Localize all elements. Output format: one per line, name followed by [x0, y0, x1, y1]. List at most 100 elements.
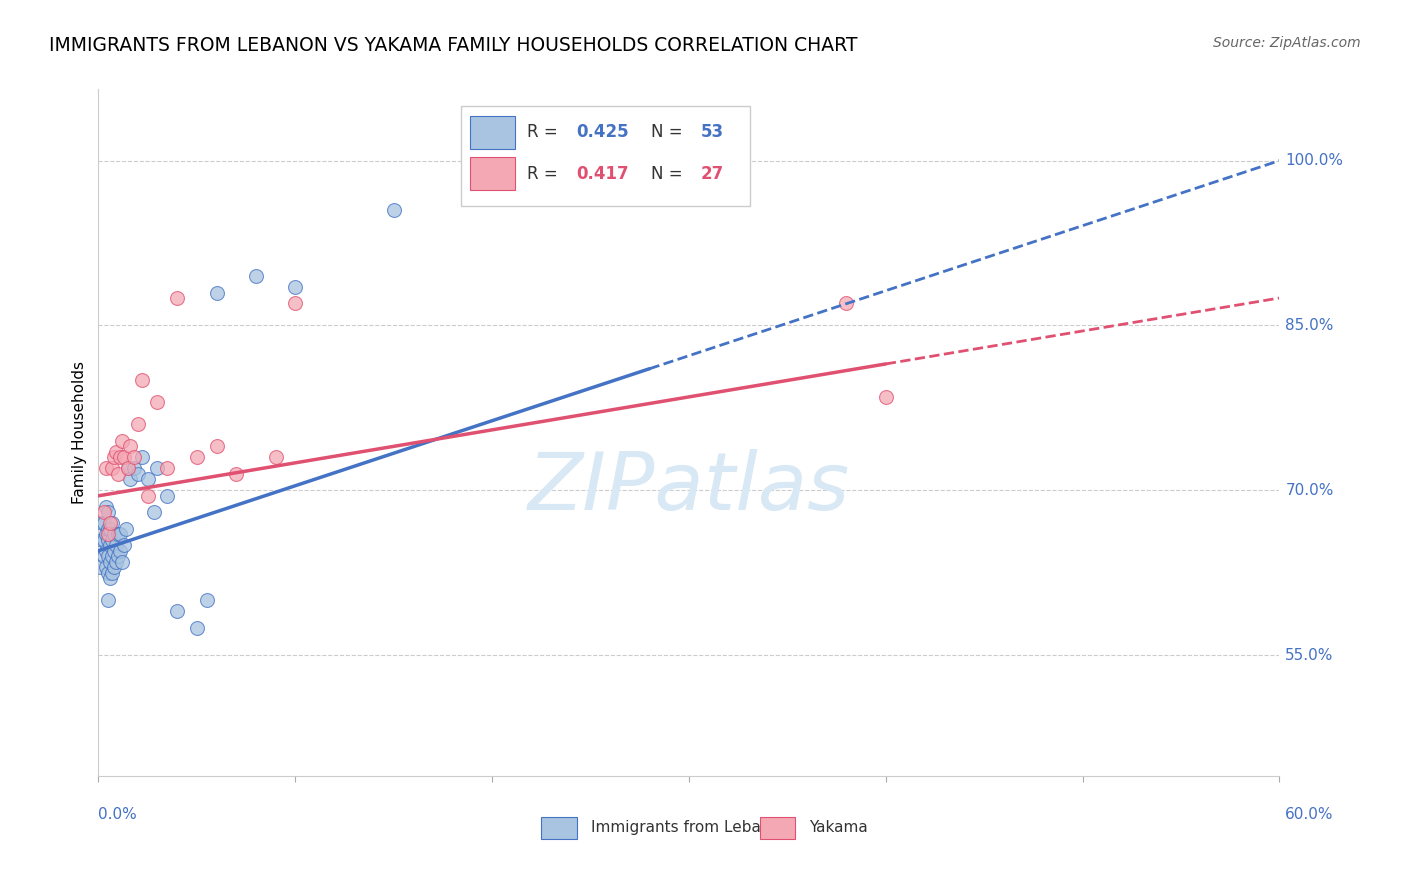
Point [122, 450, 145, 465]
Point [103, 543, 125, 558]
Point [101, 516, 124, 531]
Point [96, 560, 118, 574]
Text: R =: R = [527, 165, 564, 183]
Point [93, 533, 115, 547]
Y-axis label: Family Households: Family Households [72, 361, 87, 504]
Point [97, 533, 120, 547]
Point [103, 527, 125, 541]
Point [107, 467, 129, 481]
Point [105, 555, 128, 569]
Point [156, 489, 179, 503]
Point [97, 522, 120, 536]
Text: IMMIGRANTS FROM LEBANON VS YAKAMA FAMILY HOUSEHOLDS CORRELATION CHART: IMMIGRANTS FROM LEBANON VS YAKAMA FAMILY… [49, 36, 858, 54]
Point [97, 505, 120, 519]
Point [98, 555, 121, 569]
Point [284, 280, 307, 294]
Point [107, 527, 129, 541]
Point [105, 445, 128, 459]
Point [127, 417, 149, 432]
Point [264, 450, 287, 465]
Point [117, 461, 139, 475]
Point [156, 461, 179, 475]
Text: 55.0%: 55.0% [1285, 648, 1334, 663]
Text: Immigrants from Lebanon: Immigrants from Lebanon [591, 820, 789, 835]
Point [136, 489, 159, 503]
Text: 85.0%: 85.0% [1285, 318, 1334, 333]
Point [103, 560, 125, 574]
Text: 60.0%: 60.0% [1285, 807, 1334, 822]
Point [115, 522, 138, 536]
Point [96, 543, 118, 558]
Point [98, 516, 121, 531]
Point [111, 555, 134, 569]
Point [112, 538, 135, 552]
Point [245, 268, 267, 283]
Point [97, 566, 120, 580]
Text: 100.0%: 100.0% [1285, 153, 1343, 168]
Point [108, 450, 131, 465]
Point [96, 461, 118, 475]
FancyBboxPatch shape [461, 106, 751, 206]
Point [96, 500, 118, 514]
Point [101, 566, 124, 580]
Point [98, 522, 121, 536]
FancyBboxPatch shape [759, 816, 796, 838]
Point [122, 461, 145, 475]
Point [108, 527, 131, 541]
FancyBboxPatch shape [541, 816, 576, 838]
Point [101, 533, 124, 547]
Point [118, 472, 141, 486]
Point [108, 543, 131, 558]
Point [225, 467, 247, 481]
Text: 0.417: 0.417 [576, 165, 630, 183]
Text: N =: N = [651, 165, 688, 183]
Point [638, 159, 661, 173]
Point [205, 439, 228, 453]
Point [205, 285, 228, 300]
Point [382, 203, 405, 218]
Point [118, 439, 141, 453]
FancyBboxPatch shape [471, 157, 516, 190]
Point [835, 296, 858, 310]
Point [98, 571, 121, 585]
Text: 53: 53 [700, 123, 724, 142]
Text: 27: 27 [700, 165, 724, 183]
Point [97, 549, 120, 564]
Text: 70.0%: 70.0% [1285, 483, 1334, 498]
Point [93, 516, 115, 531]
Point [127, 467, 149, 481]
Point [98, 538, 121, 552]
Point [875, 390, 897, 404]
Point [91, 516, 114, 531]
Point [136, 472, 159, 486]
Point [117, 461, 139, 475]
Text: Yakama: Yakama [810, 820, 868, 835]
Point [93, 549, 115, 564]
Point [131, 373, 153, 387]
Text: N =: N = [651, 123, 688, 142]
Point [142, 505, 165, 519]
Point [186, 450, 208, 465]
Point [112, 450, 135, 465]
Text: 0.0%: 0.0% [98, 807, 138, 822]
Point [284, 296, 307, 310]
Point [93, 505, 115, 519]
Point [146, 461, 169, 475]
FancyBboxPatch shape [471, 116, 516, 149]
Point [91, 533, 114, 547]
Point [195, 593, 218, 607]
Point [166, 604, 188, 618]
Text: 0.425: 0.425 [576, 123, 630, 142]
Text: ZIPatlas: ZIPatlas [527, 449, 851, 526]
Point [107, 549, 129, 564]
Text: R =: R = [527, 123, 564, 142]
Point [101, 549, 124, 564]
Point [96, 527, 118, 541]
Point [97, 593, 120, 607]
Point [166, 291, 188, 305]
Point [186, 621, 208, 635]
Point [146, 395, 169, 409]
Point [111, 434, 134, 448]
Point [103, 450, 125, 465]
Point [89, 560, 111, 574]
